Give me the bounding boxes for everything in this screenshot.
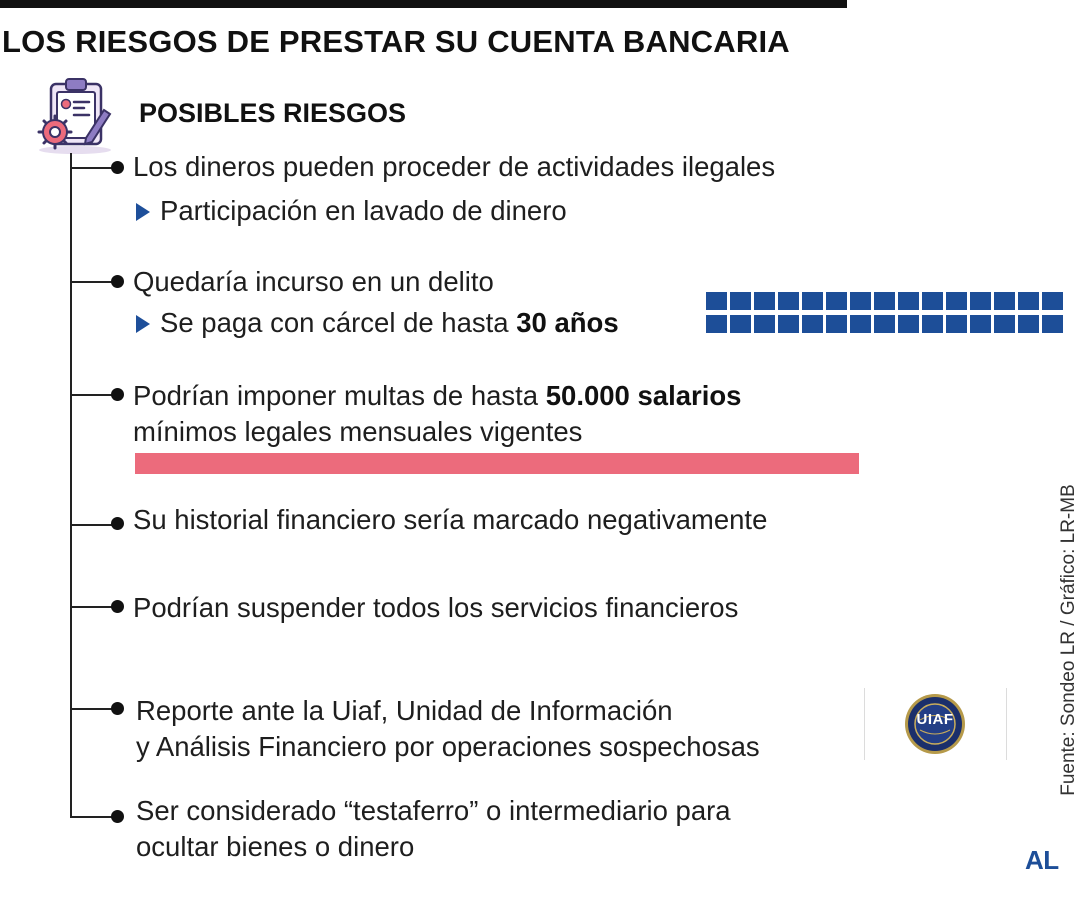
- branch-line: [70, 708, 116, 710]
- risk-item-text-line2: y Análisis Financiero por operaciones so…: [136, 731, 760, 762]
- uiaf-logo-text: UIAF: [916, 711, 954, 728]
- branch-line: [70, 524, 116, 526]
- branch-line: [70, 606, 116, 608]
- bullet-dot: [111, 275, 124, 288]
- page-title: LOS RIESGOS DE PRESTAR SU CUENTA BANCARI…: [2, 24, 790, 59]
- year-square: [874, 315, 895, 333]
- year-square: [850, 292, 871, 310]
- year-square: [778, 315, 799, 333]
- triangle-bullet-icon: [136, 203, 150, 221]
- year-square: [706, 315, 727, 333]
- year-square: [898, 292, 919, 310]
- year-square: [1042, 315, 1063, 333]
- triangle-bullet-icon: [136, 315, 150, 333]
- risk-subitem-text: Participación en lavado de dinero: [160, 195, 567, 226]
- year-square: [730, 292, 751, 310]
- source-credit: Fuente: Sondeo LR / Gráfico: LR-MB: [1058, 484, 1079, 796]
- risk-item-text-line2: mínimos legales mensuales vigentes: [133, 416, 583, 447]
- risk-item-text: Los dineros pueden proceder de actividad…: [133, 151, 776, 182]
- risk-subitem: Se paga con cárcel de hasta 30 años: [136, 306, 619, 339]
- risk-item-text: Quedaría incurso en un delito: [133, 266, 494, 297]
- year-square: [754, 315, 775, 333]
- year-square: [994, 292, 1015, 310]
- brand-logo: AL: [1025, 845, 1059, 875]
- risk-subitem-text: Se paga con cárcel de hasta: [160, 307, 517, 338]
- branch-line: [70, 816, 116, 818]
- year-square: [778, 292, 799, 310]
- year-square: [946, 315, 967, 333]
- bullet-dot: [111, 600, 124, 613]
- tree-trunk-line: [70, 153, 72, 817]
- year-square: [802, 292, 823, 310]
- years-icon-grid: [706, 292, 1066, 334]
- year-square: [730, 315, 751, 333]
- year-square: [802, 315, 823, 333]
- risk-item-text-line2: ocultar bienes o dinero: [136, 831, 415, 862]
- risk-item-text-line1: Reporte ante la Uiaf, Unidad de Informac…: [136, 695, 673, 726]
- fine-bar: [135, 453, 859, 474]
- risk-subitem: Participación en lavado de dinero: [136, 194, 567, 227]
- year-square: [970, 292, 991, 310]
- bullet-dot: [111, 161, 124, 174]
- risk-subitem-emphasis: 30 años: [516, 307, 619, 338]
- top-rule: [0, 0, 847, 8]
- bullet-dot: [111, 810, 124, 823]
- year-square: [970, 315, 991, 333]
- year-square: [706, 292, 727, 310]
- risk-item-text-line1: Podrían imponer multas de hasta: [133, 380, 546, 411]
- year-square: [946, 292, 967, 310]
- year-square: [898, 315, 919, 333]
- branch-line: [70, 167, 116, 169]
- branch-line: [70, 394, 116, 396]
- bullet-dot: [111, 388, 124, 401]
- risk-item-text: Su historial financiero sería marcado ne…: [133, 504, 768, 535]
- year-square: [754, 292, 775, 310]
- risk-item-text: Podrían imponer multas de hasta 50.000 s…: [133, 379, 741, 412]
- bullet-dot: [111, 702, 124, 715]
- year-square: [994, 315, 1015, 333]
- uiaf-seal-logo: [905, 694, 965, 754]
- year-square: [826, 292, 847, 310]
- year-square: [850, 315, 871, 333]
- year-square: [922, 292, 943, 310]
- year-square: [874, 292, 895, 310]
- clipboard-gear-icon: [37, 78, 112, 154]
- section-title: POSIBLES RIESGOS: [139, 98, 407, 128]
- year-square: [1018, 315, 1039, 333]
- risk-item-text-line1: Ser considerado “testaferro” o intermedi…: [136, 795, 731, 826]
- logo-frame: [864, 688, 1007, 760]
- year-square: [826, 315, 847, 333]
- bullet-dot: [111, 517, 124, 530]
- year-square: [1042, 292, 1063, 310]
- year-square: [1018, 292, 1039, 310]
- branch-line: [70, 281, 116, 283]
- risk-item-emphasis: 50.000 salarios: [545, 380, 742, 411]
- year-square: [922, 315, 943, 333]
- risk-item-text: Podrían suspender todos los servicios fi…: [133, 592, 739, 623]
